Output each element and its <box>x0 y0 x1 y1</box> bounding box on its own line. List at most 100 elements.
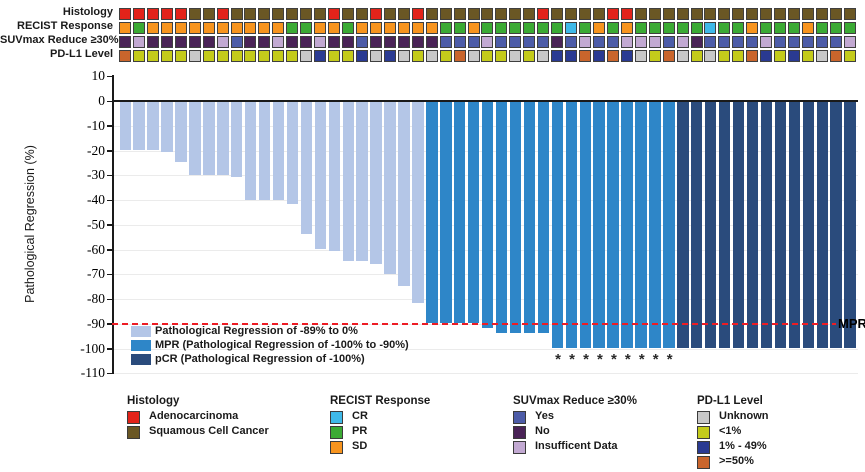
annotation-cell <box>676 8 689 20</box>
patient-bar <box>746 102 759 348</box>
annotation-cell <box>732 36 745 48</box>
annotation-cell <box>579 36 592 48</box>
annotation-cell <box>760 50 773 62</box>
patient-bar <box>732 102 745 348</box>
annotation-cell <box>760 22 773 34</box>
patient-bar <box>454 102 466 324</box>
annotation-cell <box>272 8 285 20</box>
patient-bar <box>133 102 145 150</box>
annotation-cell <box>453 36 466 48</box>
legend-item-label: Yes <box>535 410 554 422</box>
annotation-cell <box>258 50 271 62</box>
annotation-cell <box>397 8 410 20</box>
legend-title: Histology <box>127 395 180 407</box>
patient-bar <box>328 102 341 252</box>
annotation-cell <box>676 22 689 34</box>
patient-bar <box>286 102 299 205</box>
annotation-cell <box>523 8 536 20</box>
annotation-cell <box>467 50 480 62</box>
annotation-cell <box>272 50 285 62</box>
annotation-cell <box>634 22 647 34</box>
legend-item-label: <1% <box>719 425 742 437</box>
patient-bar <box>189 102 201 175</box>
annotation-cell <box>788 8 801 20</box>
annotation-cell <box>328 36 341 48</box>
annotation-cell <box>816 50 828 62</box>
patient-bar <box>551 102 564 348</box>
annotation-cell <box>690 8 703 20</box>
annotation-cell <box>314 36 327 48</box>
y-axis-tick <box>107 150 113 152</box>
annotation-cell <box>188 50 201 62</box>
annotation-cell <box>174 50 187 62</box>
annotation-cell <box>369 36 382 48</box>
annotation-cell <box>188 36 201 48</box>
annotation-cell <box>481 8 494 20</box>
patient-bar <box>649 102 661 348</box>
annotation-cell <box>481 50 494 62</box>
bar-legend-label: Pathological Regression of -89% to 0% <box>155 325 358 337</box>
patient-bar <box>691 102 703 348</box>
legend-item-label: >=50% <box>719 455 754 467</box>
patient-bar <box>258 102 271 200</box>
asterisk: * <box>555 350 562 368</box>
asterisk: * <box>666 350 673 368</box>
annotation-cell <box>383 8 396 20</box>
annotation-cell <box>523 50 536 62</box>
annotation-cell <box>537 22 550 34</box>
patient-bar <box>704 102 717 348</box>
y-axis-tick <box>107 125 113 127</box>
annotation-cell <box>606 50 619 62</box>
y-axis-tick <box>107 224 113 226</box>
annotation-cell <box>300 22 313 34</box>
y-axis-tick <box>107 199 113 201</box>
legend-swatch <box>330 426 343 439</box>
annotation-cell <box>690 22 703 34</box>
annotation-cell <box>760 36 773 48</box>
annotation-cell <box>369 50 382 62</box>
annotation-cell <box>146 50 159 62</box>
annotation-cell <box>411 22 424 34</box>
annotation-cell <box>453 22 466 34</box>
annotation-cell <box>634 8 647 20</box>
annotation-cell <box>648 50 661 62</box>
annotation-cell <box>579 8 592 20</box>
annotation-cell <box>244 8 257 20</box>
annotation-cell <box>565 22 578 34</box>
annotation-cell <box>146 22 159 34</box>
patient-bar <box>523 102 536 334</box>
annotation-cell <box>216 50 229 62</box>
annotation-cell <box>188 22 201 34</box>
patient-bar <box>830 102 842 348</box>
y-axis-tick <box>107 348 113 350</box>
patient-bar <box>788 102 801 348</box>
y-axis-tick-label: -10 <box>87 117 105 133</box>
patient-bar <box>495 102 508 334</box>
annotation-cell <box>802 22 815 34</box>
legend-item-label: Adenocarcinoma <box>149 410 239 422</box>
patient-bar <box>537 102 550 334</box>
annotation-cell <box>606 8 619 20</box>
annotation-cell <box>676 50 689 62</box>
annotation-cell <box>648 36 661 48</box>
bar-legend-swatch <box>131 340 151 351</box>
y-axis-tick <box>107 75 113 78</box>
annotation-cell <box>300 50 313 62</box>
annotation-cell <box>802 50 815 62</box>
y-axis-tick-label: -100 <box>80 340 105 356</box>
annotation-cell <box>230 50 243 62</box>
annotation-cell <box>467 8 480 20</box>
annotation-cell <box>397 22 410 34</box>
asterisk: * <box>638 350 645 368</box>
annotation-cell <box>286 36 299 48</box>
gridline <box>112 373 858 375</box>
annotation-cell <box>592 36 605 48</box>
y-axis-line <box>112 75 114 375</box>
annotation-cell <box>411 36 424 48</box>
y-axis-tick-label: 10 <box>91 68 106 84</box>
y-axis-tick-label: -90 <box>87 315 105 331</box>
annotation-cell <box>132 36 145 48</box>
patient-bar <box>621 102 633 348</box>
zero-baseline <box>112 100 858 102</box>
annotation-cell <box>132 50 145 62</box>
